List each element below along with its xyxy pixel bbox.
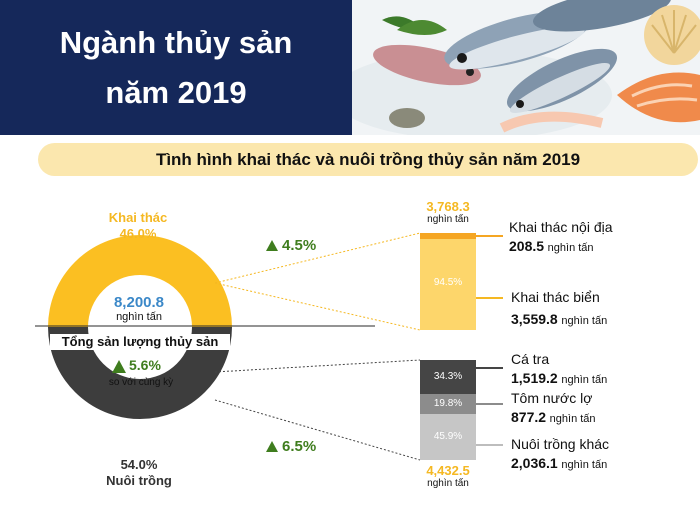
khai-thac-bar-total-block: 3,768.3 nghìn tấn bbox=[410, 199, 486, 226]
header-title-line1: Ngành thủy sản bbox=[59, 25, 293, 60]
label-ca-tra: Cá tra bbox=[511, 351, 550, 367]
value-khai-thac-noi-dia: 208.5 bbox=[509, 238, 545, 254]
value-khai-thac-bien-block: 3,559.8 nghìn tấn bbox=[511, 311, 607, 330]
header-panel: Ngành thủy sản năm 2019 bbox=[0, 0, 352, 135]
khai-thac-arc bbox=[48, 235, 232, 327]
bar-segment-tom-nuoc-lo bbox=[420, 394, 476, 414]
bar-segment-nuoi-trong-khac bbox=[420, 414, 476, 460]
value-nuoi-trong-khac-block: 2,036.1 nghìn tấn bbox=[511, 455, 607, 474]
khai-thac-bar-total: 3,768.3 bbox=[426, 199, 470, 214]
growth-nuoi-trong: 6.5% bbox=[282, 438, 317, 455]
header-title-line2: năm 2019 bbox=[105, 75, 247, 110]
unit-tom-nuoc-lo: nghìn tấn bbox=[549, 413, 596, 425]
khai-thac-label: Khai thác bbox=[108, 210, 168, 225]
donut-center-block: 8,200.8 nghìn tấn bbox=[90, 294, 188, 324]
growth-up-icon-nuoi-trong bbox=[266, 441, 278, 452]
value-tom-nuoc-lo: 877.2 bbox=[511, 409, 547, 425]
total-value: 8,200.8 bbox=[113, 294, 165, 311]
ca-tra-percent: 34.3% bbox=[433, 371, 463, 382]
nuoi-trong-arc bbox=[48, 327, 232, 419]
bar-segment-khai-thac-bien bbox=[420, 239, 476, 330]
section-title: Tình hình khai thác và nuôi trồng thủy s… bbox=[155, 150, 581, 169]
nuoi-trong-label-block: 54.0% Nuôi trồng bbox=[93, 457, 185, 489]
connector-khai-thac-top bbox=[214, 232, 421, 284]
tom-percent: 19.8% bbox=[433, 398, 463, 409]
header-title: Ngành thủy sản năm 2019 bbox=[0, 18, 352, 118]
khai-thac-percent: 46.0% bbox=[119, 226, 157, 241]
nuoi-trong-bar-total-block: 4,432.5 nghìn tấn bbox=[410, 463, 486, 490]
total-label: Tổng sản lượng thủy sản bbox=[50, 334, 230, 350]
growth-up-icon-total bbox=[112, 360, 126, 373]
khai-thac-label-block: Khai thác 46.0% bbox=[93, 210, 183, 242]
value-khai-thac-noi-dia-block: 208.5 nghìn tấn bbox=[509, 238, 594, 257]
nuoi-trong-label: Nuôi trồng bbox=[106, 473, 172, 488]
connector-khai-thac-bottom bbox=[214, 282, 421, 331]
value-ca-tra-block: 1,519.2 nghìn tấn bbox=[511, 370, 607, 389]
bar-segment-ca-tra bbox=[420, 360, 476, 394]
nuoi-trong-bar-unit: nghìn tấn bbox=[427, 478, 469, 489]
label-nuoi-trong-khac: Nuôi trồng khác bbox=[511, 436, 610, 452]
value-khai-thac-bien: 3,559.8 bbox=[511, 311, 558, 327]
unit-nuoi-trong-khac: nghìn tấn bbox=[561, 459, 608, 471]
label-khai-thac-noi-dia: Khai thác nội địa bbox=[509, 219, 613, 235]
bar-segment-khai-thac-noi-dia bbox=[420, 233, 476, 239]
growth-khai-thac: 4.5% bbox=[282, 237, 317, 254]
seafood-illustration bbox=[352, 0, 700, 135]
nuoi-trong-bar-total: 4,432.5 bbox=[426, 463, 470, 478]
label-khai-thac-bien: Khai thác biển bbox=[511, 289, 600, 305]
total-growth-note: so với cùng kỳ bbox=[108, 377, 174, 388]
value-tom-nuoc-lo-block: 877.2 nghìn tấn bbox=[511, 409, 596, 428]
growth-up-icon-khai-thac bbox=[266, 240, 278, 251]
value-nuoi-trong-khac: 2,036.1 bbox=[511, 455, 558, 471]
khai-thac-bar-unit: nghìn tấn bbox=[427, 214, 469, 225]
nuoi-trong-percent: 54.0% bbox=[120, 457, 158, 472]
total-unit: nghìn tấn bbox=[116, 311, 162, 323]
connector-nuoi-trong-top bbox=[214, 359, 421, 373]
label-tom-nuoc-lo: Tôm nước lợ bbox=[511, 390, 593, 406]
unit-khai-thac-bien: nghìn tấn bbox=[561, 315, 608, 327]
connector-nuoi-trong-bottom bbox=[214, 399, 421, 461]
seafood-photo bbox=[352, 0, 700, 135]
nuoi-trong-khac-percent: 45.9% bbox=[433, 431, 463, 442]
unit-ca-tra: nghìn tấn bbox=[561, 374, 608, 386]
khai-thac-bien-percent: 94.5% bbox=[433, 277, 463, 288]
total-growth: 5.6% bbox=[129, 357, 161, 373]
unit-khai-thac-noi-dia: nghìn tấn bbox=[547, 242, 594, 254]
section-banner: Tình hình khai thác và nuôi trồng thủy s… bbox=[38, 143, 698, 176]
value-ca-tra: 1,519.2 bbox=[511, 370, 558, 386]
